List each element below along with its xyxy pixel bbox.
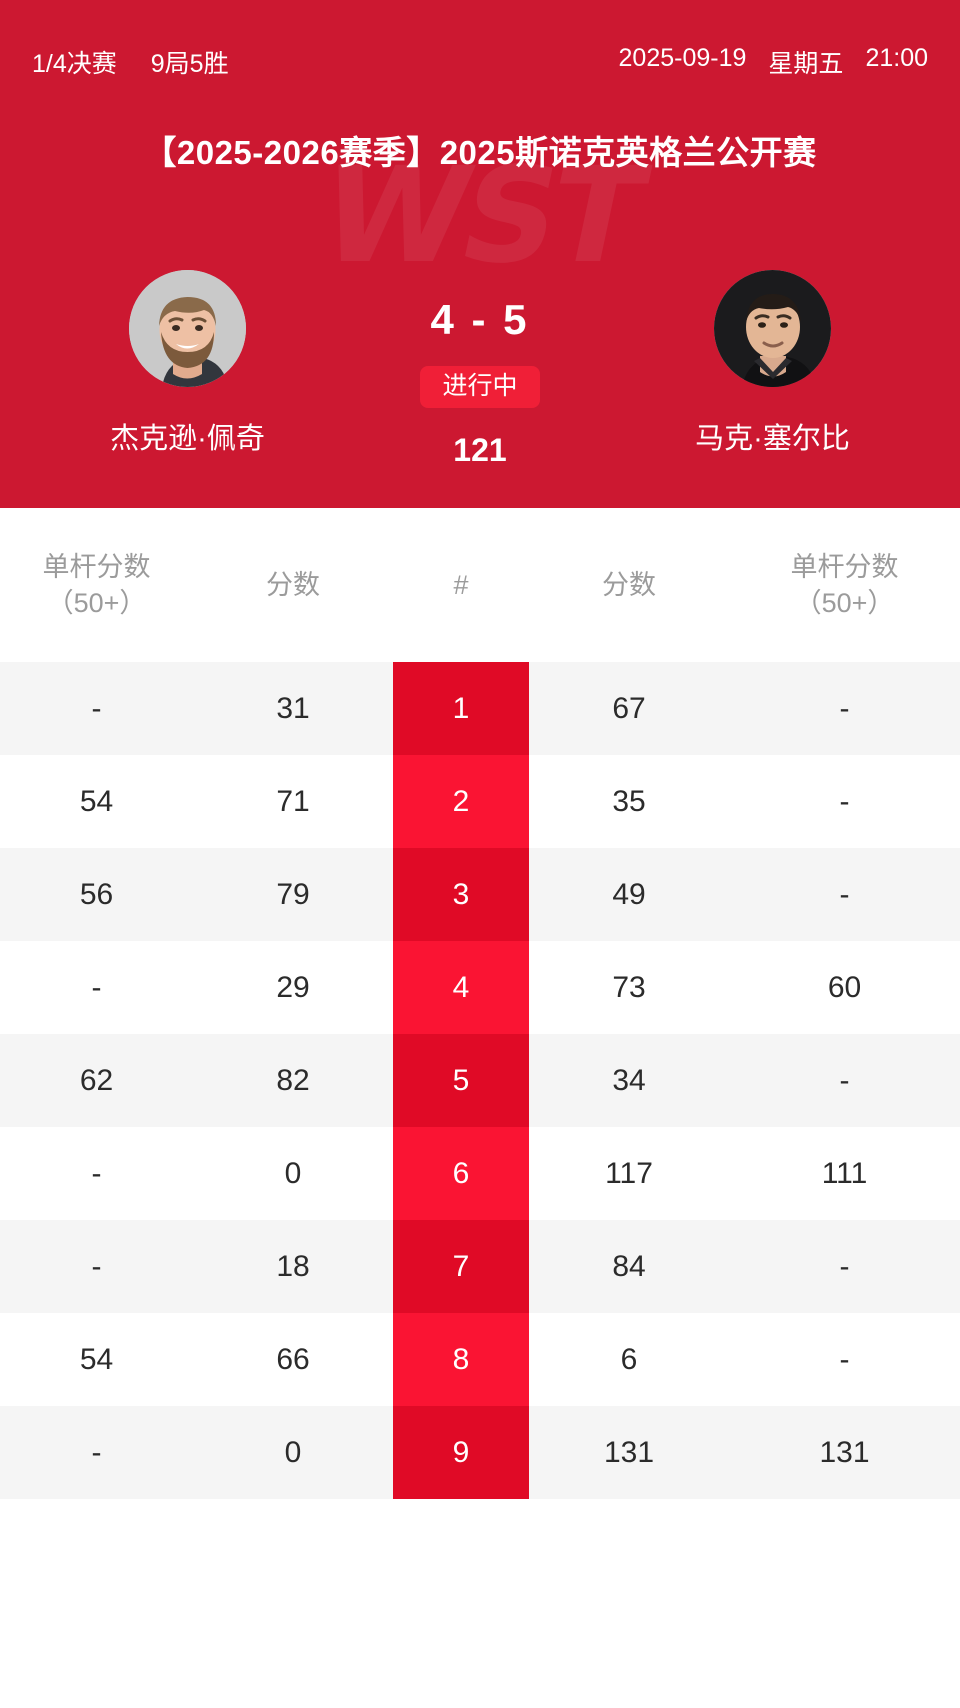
cell-score-left: 71: [276, 784, 310, 818]
cell-break-left: 62: [79, 1063, 114, 1097]
match-hero-banner: WST 1/4决赛 9局5胜 2025-09-19 星期五 21:00 【202…: [0, 0, 960, 508]
cell-break-right: 131: [819, 1435, 870, 1469]
table-row: 54 71 2 35 -: [0, 755, 960, 848]
cell-break-left: 56: [79, 877, 114, 911]
format-label: 9局5胜: [150, 50, 229, 78]
cell-frame-number: 3: [393, 848, 529, 941]
header-break-right: 单杆分数 （50+）: [790, 551, 899, 618]
cell-score-left: 18: [276, 1249, 310, 1283]
match-date: 2025-09-19: [618, 44, 747, 72]
player-right-block[interactable]: 马克·塞尔比: [585, 270, 960, 457]
cell-break-left: -: [91, 970, 102, 1004]
cell-break-right: 111: [821, 1156, 868, 1190]
cell-frame-number: 1: [393, 662, 529, 755]
cell-break-left: 54: [79, 1342, 114, 1376]
cell-frame-number: 8: [393, 1313, 529, 1406]
player-left-avatar: [129, 270, 246, 387]
cell-score-right: 73: [612, 970, 646, 1004]
cell-score-left: 0: [284, 1156, 302, 1190]
match-time: 21:00: [865, 44, 928, 72]
cell-break-left: -: [91, 1249, 102, 1283]
cell-break-left: -: [91, 1435, 102, 1469]
cell-frame-number: 4: [393, 941, 529, 1034]
cell-score-left: 82: [276, 1063, 310, 1097]
table-header-row: 单杆分数 （50+） 分数 # 分数 单杆分数 （50+）: [0, 508, 960, 662]
header-frame-number: #: [453, 569, 469, 600]
table-row: 62 82 5 34 -: [0, 1034, 960, 1127]
cell-break-right: -: [839, 877, 850, 911]
cell-score-right: 131: [603, 1435, 655, 1469]
cell-break-right: -: [839, 1342, 850, 1376]
round-label: 1/4决赛: [32, 50, 117, 78]
cell-score-right: 6: [620, 1342, 638, 1376]
player-left-block[interactable]: 杰克逊·佩奇: [0, 270, 375, 457]
table-row: - 31 1 67 -: [0, 662, 960, 755]
cell-score-right: 49: [612, 877, 646, 911]
cell-score-left: 0: [284, 1435, 302, 1469]
cell-frame-number: 5: [393, 1034, 529, 1127]
cell-score-right: 35: [612, 784, 646, 818]
player-left-name: 杰克逊·佩奇: [110, 423, 265, 455]
match-meta-left: 1/4决赛 9局5胜: [32, 44, 229, 80]
match-score: 4 - 5: [430, 296, 530, 343]
table-row: - 18 7 84 -: [0, 1220, 960, 1313]
player-right-name: 马克·塞尔比: [695, 423, 850, 455]
status-badge: 进行中: [420, 366, 540, 408]
cell-break-left: -: [91, 691, 102, 725]
cell-frame-number: 9: [393, 1406, 529, 1499]
cell-score-right: 67: [612, 691, 646, 725]
center-score-block: 4 - 5 进行中 121: [375, 270, 585, 469]
cell-break-right: -: [839, 691, 850, 725]
cell-score-right: 34: [612, 1063, 646, 1097]
cell-frame-number: 7: [393, 1220, 529, 1313]
match-weekday: 星期五: [768, 50, 844, 78]
table-row: - 29 4 73 60: [0, 941, 960, 1034]
header-break-left: 单杆分数 （50+）: [42, 551, 151, 618]
cell-score-left: 29: [276, 970, 310, 1004]
cell-break-left: 54: [79, 784, 114, 818]
table-row: 54 66 8 6 -: [0, 1313, 960, 1406]
cell-break-right: -: [839, 1063, 850, 1097]
tournament-title: 【2025-2026赛季】2025斯诺克英格兰公开赛: [143, 134, 817, 171]
frame-score-table: 单杆分数 （50+） 分数 # 分数 单杆分数 （50+） -31 1 67-54 7…: [0, 508, 960, 1499]
match-meta-row: 1/4决赛 9局5胜 2025-09-19 星期五 21:00: [0, 44, 960, 80]
current-frame-points: 121: [453, 431, 507, 468]
cell-frame-number: 6: [393, 1127, 529, 1220]
cell-score-right: 84: [612, 1249, 646, 1283]
table-row: - 0 9 131 131: [0, 1406, 960, 1499]
match-summary-row: 杰克逊·佩奇 4 - 5 进行中 121: [0, 270, 960, 469]
cell-break-right: -: [839, 1249, 850, 1283]
table-row: 56 79 3 49 -: [0, 848, 960, 941]
player-right-avatar: [714, 270, 831, 387]
table-body: -31 1 67-54 71 2 35-56 79 3 49- -29 4 73 60 62 82 5 34- -…: [0, 662, 960, 1499]
header-score-right: 分数: [602, 569, 656, 600]
cell-break-right: -: [839, 784, 850, 818]
cell-break-left: -: [91, 1156, 102, 1190]
cell-frame-number: 2: [393, 755, 529, 848]
header-score-left: 分数: [266, 569, 320, 600]
cell-break-right: 60: [827, 970, 862, 1004]
match-meta-right: 2025-09-19 星期五 21:00: [619, 44, 928, 80]
cell-score-right: 117: [605, 1156, 653, 1190]
cell-score-left: 66: [276, 1342, 310, 1376]
cell-score-left: 31: [276, 691, 310, 725]
table-row: - 0 6 117 111: [0, 1127, 960, 1220]
cell-score-left: 79: [276, 877, 310, 911]
